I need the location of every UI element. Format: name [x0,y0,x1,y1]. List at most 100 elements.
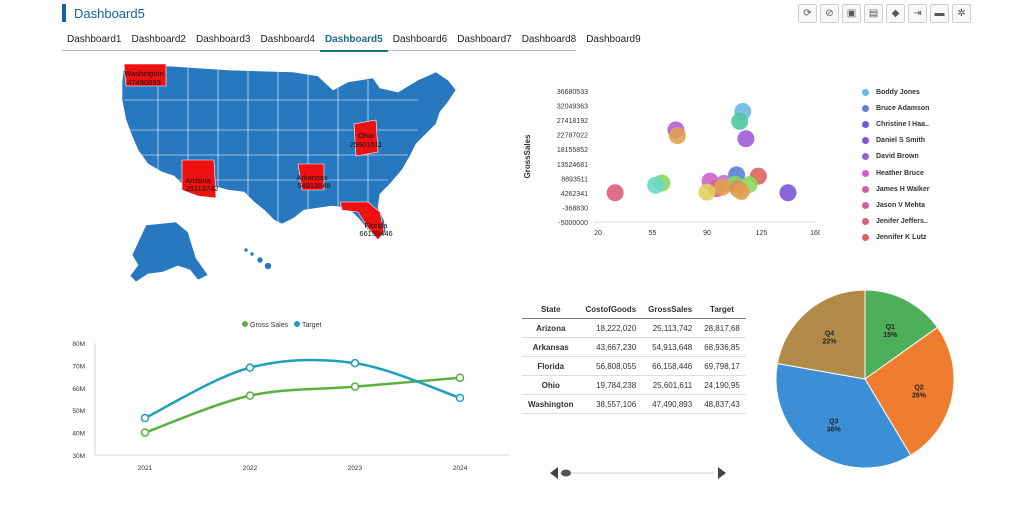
tab-dashboard8[interactable]: Dashboard8 [521,34,577,45]
tab-dashboard7[interactable]: Dashboard7 [457,34,512,45]
table-row[interactable]: Florida 56,808,055 66,158,446 69,798,17 [522,356,746,376]
legend-item[interactable]: Heather Bruce [860,165,970,181]
scatter-point[interactable] [779,184,797,202]
line-point[interactable] [455,373,465,382]
table-cell: 38,557,106 [579,394,643,414]
scatter-x-tick: 20 [594,230,602,237]
save-icon[interactable]: ▣ [842,4,861,23]
legend-item[interactable]: David Brown [860,149,970,165]
legend-label: Heather Bruce [876,169,924,177]
link-icon[interactable]: ⊘ [820,4,839,23]
state-arizona[interactable] [181,159,217,199]
gear-icon[interactable]: ✲ [952,4,971,23]
table-header-cell[interactable]: CostofGoods [579,300,643,319]
legend-label: Boddy Jones [876,88,920,96]
scatter-point[interactable] [714,178,732,196]
scatter-x-tick: 160 [810,230,820,237]
refresh-icon[interactable]: ⟳ [798,4,817,23]
line-point[interactable] [455,393,465,403]
state-ohio[interactable] [353,119,379,157]
pie-slice[interactable] [864,326,955,457]
line-point[interactable] [140,428,150,437]
legend-label: Christine I Haa.. [876,120,929,128]
line-point[interactable] [350,358,360,368]
dashboard-title: Dashboard5 [62,4,145,22]
scatter-point[interactable] [737,130,755,148]
scatter-point[interactable] [606,184,624,202]
line-x-tick: 2021 [138,465,153,472]
scatter-point[interactable] [732,183,750,201]
legend-item[interactable]: Jenifer Jeffers.. [860,214,970,230]
line-chart[interactable]: Gross Sales Target 80M 70M 60M 50M 40M 30M 2021 2… [55,315,515,480]
table-row[interactable]: Arkansas 43,667,230 54,913,648 68,936,85 [522,337,746,357]
table-cell: Florida [522,356,580,376]
legend-item[interactable]: Daniel S Smith [860,133,970,149]
table-row[interactable]: Washington 38,557,106 47,490,893 48,837,43 [522,394,746,414]
scatter-y-tick: 22787022 [557,133,588,140]
map-label-name: Ohio [358,131,374,140]
legend-item[interactable]: James H Walker [860,181,970,197]
scroll-thumb[interactable] [561,469,571,477]
scatter-point[interactable] [731,112,749,130]
pie-slice[interactable] [776,289,866,380]
logout-icon[interactable]: ⇥ [908,4,927,23]
table-header-cell[interactable]: GrossSales [642,300,699,319]
tab-dashboard1[interactable]: Dashboard1 [67,34,122,45]
scroll-left-arrow-icon[interactable] [550,467,558,479]
table-cell: Washington [522,394,580,414]
pie-slice-label: Q3 [829,418,838,425]
legend-dot [862,234,869,242]
tab-dashboard9[interactable]: Dashboard9 [586,34,641,45]
us-map[interactable]: Washington 47490893 Ohio 25601611 Arizon… [118,60,463,315]
hawaii-island [256,256,264,264]
line-point[interactable] [245,363,255,372]
table-cell: 19,784,238 [579,375,643,395]
table-header-cell[interactable]: Target [698,300,746,319]
scatter-point[interactable] [668,127,686,145]
map-label-name: Arkansas [296,173,328,182]
tab-dashboard6[interactable]: Dashboard6 [392,34,448,45]
legend-item[interactable]: Bruce Adamson [860,100,970,116]
announce-icon[interactable]: ◆ [886,4,905,23]
legend-label: Jenifer Jeffers.. [876,218,928,226]
legend-item[interactable]: Boddy Jones [860,84,970,100]
scatter-point[interactable] [698,183,716,201]
pie-slice[interactable] [775,362,912,469]
table-row[interactable]: Ohio 19,784,238 25,601,611 24,190,95 [522,375,746,395]
scatter-x-tick: 90 [703,230,711,237]
chat-icon[interactable]: ▬ [930,4,949,23]
pie-slice-label: Q2 [914,384,923,391]
scroll-right-arrow-icon[interactable] [718,467,726,479]
hawaii-island [243,247,249,253]
tab-dashboard2[interactable]: Dashboard2 [131,34,186,45]
map-label-value: 54913648 [297,181,330,190]
legend-dot [862,153,869,161]
line-point[interactable] [245,391,255,400]
table-cell: 48,837,43 [698,394,746,414]
state-florida[interactable] [339,201,385,241]
legend-dot [862,185,869,193]
line-point[interactable] [140,413,150,423]
save-as-icon[interactable]: ▤ [864,4,883,23]
legend-dot [862,104,869,112]
scatter-point[interactable] [647,176,665,194]
legend-item[interactable]: Christine I Haa.. [860,116,970,132]
legend-item[interactable]: Jason V Mehta [860,197,970,213]
table-cell: Ohio [522,375,580,395]
tab-dashboard5[interactable]: Dashboard5 [319,32,388,52]
state-washington[interactable] [123,63,167,87]
legend-label: Bruce Adamson [876,104,930,112]
tab-dashboard4[interactable]: Dashboard4 [260,34,315,45]
line-series[interactable] [144,376,461,434]
table-row[interactable]: Arizona 18,222,020 25,113,742 28,817,68 [522,318,746,338]
tab-dashboard3[interactable]: Dashboard3 [195,34,251,45]
scatter-chart[interactable]: GrossSales 36680533 32049363 27418192 227870… [520,80,822,245]
table-header-cell[interactable]: State [522,300,580,319]
line-series[interactable] [144,358,461,420]
state-arkansas[interactable] [297,163,325,191]
table-scroller[interactable] [548,465,728,481]
pie-slice[interactable] [864,289,939,380]
legend-item[interactable]: Jennifer K Lutz [860,230,970,246]
line-point[interactable] [350,382,360,391]
